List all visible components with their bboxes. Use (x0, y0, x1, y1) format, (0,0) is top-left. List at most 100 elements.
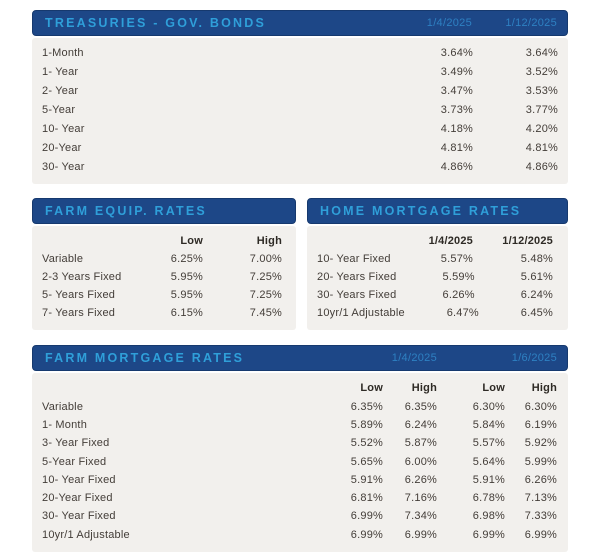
rate-cell: 5.95% (170, 289, 203, 302)
rate-cell: 7.34% (404, 510, 437, 523)
rate-cell: 6.99% (524, 528, 557, 541)
table-row: 5- Years Fixed 5.95% 7.25% (42, 286, 282, 304)
row-label: 10- Year Fixed (42, 473, 116, 486)
table-row: 2-3 Years Fixed 5.95% 7.25% (42, 268, 282, 286)
rate-cell: 4.18% (440, 123, 473, 135)
rate-cell: 6.19% (524, 418, 557, 431)
rate-cell: 5.84% (472, 418, 505, 431)
rate-cell: 7.25% (249, 271, 282, 284)
table-row: 10yr/1 Adjustable 6.47% 6.45% (317, 304, 553, 322)
rate-cell: 3.47% (440, 85, 473, 98)
rate-cell: 7.45% (249, 307, 282, 320)
rate-cell: 6.47% (446, 307, 479, 320)
table-row: 30- Year 4.86% 4.86% (42, 157, 558, 176)
farm-mortgage-title: FARM MORTGAGE RATES (45, 351, 245, 366)
table-row: 20-Year 4.81% 4.81% (42, 138, 558, 157)
rate-cell: 3.49% (440, 66, 473, 79)
table-row: 2- Year 3.47% 3.53% (42, 82, 558, 101)
row-label: 30- Year Fixed (42, 510, 116, 523)
farm-mortgage-header-bar: FARM MORTGAGE RATES 1/4/2025 1/6/2025 (32, 345, 568, 372)
rate-cell: 3.64% (440, 47, 473, 60)
rate-cell: 5.57% (440, 253, 473, 266)
rate-cell: 6.30% (472, 400, 505, 413)
rate-cell: 6.45% (520, 307, 553, 320)
middle-row: FARM EQUIP. RATES Low High Variable 6.25… (32, 198, 568, 331)
home-mortgage-section: HOME MORTGAGE RATES 1/4/2025 1/12/2025 1… (307, 198, 568, 331)
table-row: 10- Year 4.18% 4.20% (42, 120, 558, 139)
rate-cell: 4.86% (440, 160, 473, 173)
column-header: High (531, 382, 557, 395)
farm-equip-table: Low High Variable 6.25% 7.00% 2-3 Years … (32, 226, 296, 331)
table-row: Variable 6.35% 6.35% 6.30% 6.30% (42, 398, 557, 416)
rate-cell: 6.35% (404, 400, 437, 413)
row-label: 10yr/1 Adjustable (317, 307, 405, 320)
table-row: 1- Year 3.49% 3.52% (42, 63, 558, 82)
farm-mortgage-table: Low High Low High Variable 6.35% 6.35% 6… (32, 373, 568, 552)
table-row: Variable 6.25% 7.00% (42, 250, 282, 268)
row-label: 1- Year (42, 66, 79, 79)
table-row: 5-Year 3.73% 3.77% (42, 101, 558, 120)
rate-cell: 5.89% (350, 418, 383, 431)
row-label: Variable (42, 400, 84, 413)
row-label: 20-Year (42, 141, 82, 154)
rate-cell: 6.99% (404, 528, 437, 541)
table-header-row: Low High (42, 232, 282, 250)
table-row: 30- Year Fixed 6.99% 7.34% 6.98% 7.33% (42, 507, 557, 525)
table-row: 10yr/1 Adjustable 6.99% 6.99% 6.99% 6.99… (42, 526, 557, 544)
rate-cell: 6.99% (472, 528, 505, 541)
table-row: 20- Years Fixed 5.59% 5.61% (317, 268, 553, 286)
rate-cell: 6.35% (350, 400, 383, 413)
column-header: Low (180, 235, 203, 248)
row-label: Variable (42, 253, 84, 266)
table-row: 7- Years Fixed 6.15% 7.45% (42, 304, 282, 322)
row-label: 10yr/1 Adjustable (42, 528, 130, 541)
rate-cell: 6.24% (404, 418, 437, 431)
treasuries-section: TREASURIES - GOV. BONDS 1/4/2025 1/12/20… (32, 10, 568, 185)
row-label: 1- Month (42, 418, 88, 431)
rate-cell: 6.98% (472, 510, 505, 523)
farm-mortgage-date-2: 1/6/2025 (511, 352, 557, 365)
farm-mortgage-date-1: 1/4/2025 (391, 352, 437, 365)
rate-cell: 7.16% (404, 492, 437, 505)
rate-cell: 3.73% (440, 104, 473, 117)
row-label: 7- Years Fixed (42, 307, 116, 320)
row-label: 30- Year (42, 160, 85, 173)
rate-cell: 3.77% (525, 104, 558, 117)
rate-cell: 6.25% (170, 253, 203, 266)
rate-cell: 5.52% (350, 437, 383, 450)
treasuries-date-1: 1/4/2025 (426, 17, 472, 29)
home-mortgage-header-bar: HOME MORTGAGE RATES (307, 198, 568, 225)
table-header-row: 1/4/2025 1/12/2025 (317, 232, 553, 250)
rate-cell: 7.00% (249, 253, 282, 266)
row-label: 5-Year Fixed (42, 455, 107, 468)
row-label: 30- Years Fixed (317, 289, 397, 302)
rate-cell: 6.26% (404, 473, 437, 486)
table-row: 10- Year Fixed 5.57% 5.48% (317, 250, 553, 268)
rate-cell: 3.64% (525, 47, 558, 60)
row-label: 5- Years Fixed (42, 289, 116, 302)
rate-cell: 5.91% (350, 473, 383, 486)
rate-cell: 6.26% (524, 473, 557, 486)
rate-cell: 6.24% (520, 289, 553, 302)
rate-cell: 6.99% (350, 528, 383, 541)
rate-cell: 5.65% (350, 455, 383, 468)
treasuries-table: 1-Month 3.64% 3.64% 1- Year 3.49% 3.52% … (32, 38, 568, 185)
farm-equip-title: FARM EQUIP. RATES (45, 204, 207, 219)
rate-cell: 5.48% (520, 253, 553, 266)
table-row: 5-Year Fixed 5.65% 6.00% 5.64% 5.99% (42, 452, 557, 470)
rate-cell: 6.81% (350, 492, 383, 505)
rate-cell: 5.95% (170, 271, 203, 284)
rate-cell: 7.25% (249, 289, 282, 302)
column-header: Low (482, 382, 505, 395)
column-header: 1/12/2025 (502, 235, 553, 248)
row-label: 10- Year Fixed (317, 253, 391, 266)
table-row: 1-Month 3.64% 3.64% (42, 44, 558, 63)
rate-cell: 4.86% (525, 160, 558, 173)
table-row: 3- Year Fixed 5.52% 5.87% 5.57% 5.92% (42, 434, 557, 452)
rate-cell: 6.15% (170, 307, 203, 320)
row-label: 20- Years Fixed (317, 271, 397, 284)
rate-cell: 4.81% (525, 141, 558, 154)
home-mortgage-table: 1/4/2025 1/12/2025 10- Year Fixed 5.57% … (307, 226, 568, 331)
rate-cell: 5.87% (404, 437, 437, 450)
